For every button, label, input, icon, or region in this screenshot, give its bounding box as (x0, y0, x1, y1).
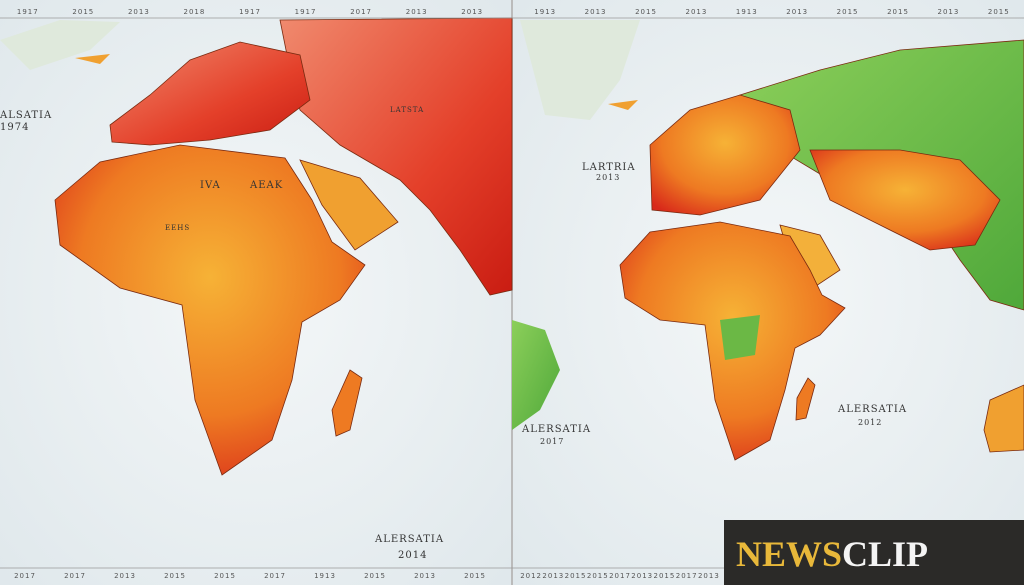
ruler-label: 2017 (264, 572, 286, 580)
label: LATSTA (390, 106, 424, 114)
ruler-label: 2015 (587, 572, 609, 580)
ruler-label: 2013 (685, 8, 707, 16)
ruler-label: 2013 (461, 8, 483, 16)
logo: NEWSCLIP (736, 534, 928, 574)
label: IVA (200, 180, 221, 191)
label: ALSATIA (0, 110, 52, 121)
australia (983, 384, 1024, 453)
ruler-label: 2013 (937, 8, 959, 16)
ruler-label: 2013 (786, 8, 808, 16)
logo-box (724, 520, 1024, 585)
ruler-label: 2015 (364, 572, 386, 580)
ruler-label: 2015 (887, 8, 909, 16)
logo-part: CLIP (842, 534, 928, 574)
ruler-label: 2013 (414, 572, 436, 580)
ruler-label: 2015 (988, 8, 1010, 16)
ruler-label: 2018 (184, 8, 206, 16)
ruler-label: 2013 (585, 8, 607, 16)
ruler-label: 2015 (635, 8, 657, 16)
europe (109, 41, 311, 146)
ruler-label: 1913 (314, 572, 336, 580)
ruler-label: 2013 (114, 572, 136, 580)
greenland (0, 20, 120, 70)
label-year: 2013 (596, 173, 620, 182)
madagascar (795, 377, 816, 421)
ruler-label: 2015 (654, 572, 676, 580)
logo-part: NEWS (736, 534, 842, 574)
right-map (512, 20, 1024, 461)
ruler-label: 2015 (164, 572, 186, 580)
label-year: 2014 (398, 550, 427, 561)
ruler-label: 2017 (676, 572, 698, 580)
arabia (299, 159, 399, 251)
africa (54, 144, 366, 476)
label: ALERSATIA (521, 424, 591, 435)
label-year: 2012 (858, 418, 882, 427)
ruler-label: 1913 (736, 8, 758, 16)
label-year: 2017 (540, 437, 564, 446)
labels: ALSATIA 1974 IVA AEAK LATSTA EEHS ALERSA… (0, 106, 907, 561)
label: LARTRIA (582, 162, 636, 173)
ruler-label: 2015 (464, 572, 486, 580)
greenland (520, 20, 640, 120)
label: ALERSATIA (374, 534, 444, 545)
label-year: 1974 (0, 122, 29, 133)
europe (649, 94, 801, 216)
rulers: 1917 2015 2013 2018 1917 1917 2017 2013 2013 1913… (14, 8, 1010, 580)
ruler-label: 1917 (17, 8, 39, 16)
ruler-label: 2013 (406, 8, 428, 16)
ruler-label: 2013 (542, 572, 564, 580)
label: EEHS (165, 224, 190, 232)
south-america (512, 320, 560, 430)
ruler-label: 2015 (72, 8, 94, 16)
ruler-label: 2013 (631, 572, 653, 580)
label: AEAK (249, 180, 283, 191)
ruler-label: 2017 (64, 572, 86, 580)
ruler-label: 1917 (295, 8, 317, 16)
ruler-label: 2017 (14, 572, 36, 580)
central-africa (720, 315, 760, 360)
ruler-label: 2013 (128, 8, 150, 16)
ruler-label: 2015 (214, 572, 236, 580)
ruler-label: 1917 (239, 8, 261, 16)
left-map (0, 17, 513, 476)
ruler-label: 2015 (837, 8, 859, 16)
central-asia (809, 149, 1001, 251)
ruler-label: 2017 (350, 8, 372, 16)
label: ALERSATIA (837, 404, 907, 415)
ruler-label: 2017 (609, 572, 631, 580)
island (75, 54, 110, 64)
ruler-label: 2013 (698, 572, 720, 580)
ruler-label: 2015 (565, 572, 587, 580)
madagascar (331, 369, 363, 437)
island (608, 100, 638, 110)
ruler-label: 2012 (520, 572, 542, 580)
ruler-label: 1913 (534, 8, 556, 16)
